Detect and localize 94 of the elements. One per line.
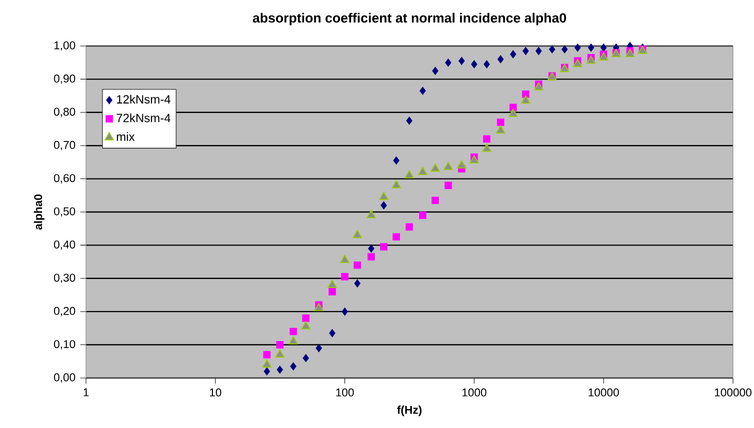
point <box>510 50 516 58</box>
point <box>420 86 426 95</box>
point <box>302 354 309 362</box>
point <box>498 55 504 64</box>
point <box>586 56 596 64</box>
point <box>302 314 310 322</box>
y-tick-label: 0,60 <box>54 174 76 184</box>
point <box>354 261 362 269</box>
x-tick-label: 10 <box>210 388 222 396</box>
point <box>328 288 336 296</box>
point <box>588 44 594 52</box>
point <box>418 166 428 176</box>
point <box>354 279 360 288</box>
point <box>380 243 388 251</box>
point <box>496 118 504 126</box>
point <box>432 66 438 75</box>
legend-label: mix <box>116 132 135 141</box>
x-tick-label: 1000 <box>462 388 486 396</box>
point <box>625 49 635 58</box>
point <box>406 223 413 231</box>
point <box>393 156 400 164</box>
point <box>430 164 440 172</box>
point <box>444 162 453 170</box>
point <box>314 302 324 312</box>
point <box>392 233 400 241</box>
point <box>549 45 556 54</box>
y-tick-label: 0,70 <box>54 140 76 150</box>
point <box>562 45 568 54</box>
point <box>574 44 581 52</box>
point <box>264 367 270 376</box>
point <box>392 180 401 188</box>
y-tick-label: 0,40 <box>54 240 76 250</box>
x-tick-label: 100 <box>336 388 354 396</box>
point <box>470 155 479 164</box>
y-tick-label: 0,80 <box>54 108 76 118</box>
point <box>536 47 542 55</box>
point <box>290 362 296 370</box>
point <box>484 60 490 68</box>
point <box>406 116 412 125</box>
x-tick-label: 1 <box>84 388 89 396</box>
point <box>340 254 350 263</box>
x-tick-label: 10000 <box>588 388 619 396</box>
point <box>262 359 272 368</box>
point <box>496 125 506 134</box>
point <box>534 82 544 90</box>
point <box>352 230 362 238</box>
point <box>598 52 608 60</box>
y-tick-label: 0,90 <box>54 74 76 84</box>
point <box>263 351 271 358</box>
point <box>368 244 374 252</box>
point <box>275 349 285 358</box>
legend-label: 12kNsm-4 <box>117 94 170 104</box>
point <box>522 47 529 55</box>
point <box>366 210 376 218</box>
point <box>509 104 517 112</box>
point <box>404 170 414 178</box>
y-tick-label: 0,50 <box>54 207 76 217</box>
point <box>276 341 284 348</box>
point <box>329 329 336 338</box>
x-axis-title: f(Hz) <box>397 406 422 416</box>
y-tick-label: 0,00 <box>54 373 76 383</box>
point <box>521 96 530 104</box>
point <box>379 192 388 200</box>
point <box>368 253 375 260</box>
point <box>444 182 452 190</box>
y-tick-label: 0,20 <box>54 306 76 316</box>
point <box>301 321 310 330</box>
point <box>276 366 283 374</box>
y-tick-label: 0,10 <box>54 340 76 350</box>
point <box>341 273 348 280</box>
legend-label: 72kNsm-4 <box>116 113 170 122</box>
point <box>445 58 452 67</box>
point <box>328 280 337 288</box>
point <box>457 160 466 168</box>
point <box>483 135 490 143</box>
y-tick-label: 1,00 <box>54 41 76 51</box>
point <box>288 336 298 344</box>
point <box>471 60 478 68</box>
point <box>508 108 518 117</box>
point <box>380 201 387 210</box>
point <box>342 308 348 316</box>
point <box>419 212 426 219</box>
point <box>316 344 322 352</box>
y-tick-label: 0,30 <box>54 274 76 284</box>
x-tick-label: 100000 <box>714 388 752 396</box>
point <box>458 57 465 65</box>
point <box>522 90 530 98</box>
point <box>290 328 297 336</box>
point <box>572 58 582 68</box>
chart-title: absorption coefficient at normal incidence alpha0 <box>252 12 566 26</box>
point <box>600 44 607 52</box>
y-axis-title: alpha0 <box>34 194 44 230</box>
point <box>482 144 492 152</box>
point <box>432 196 439 204</box>
